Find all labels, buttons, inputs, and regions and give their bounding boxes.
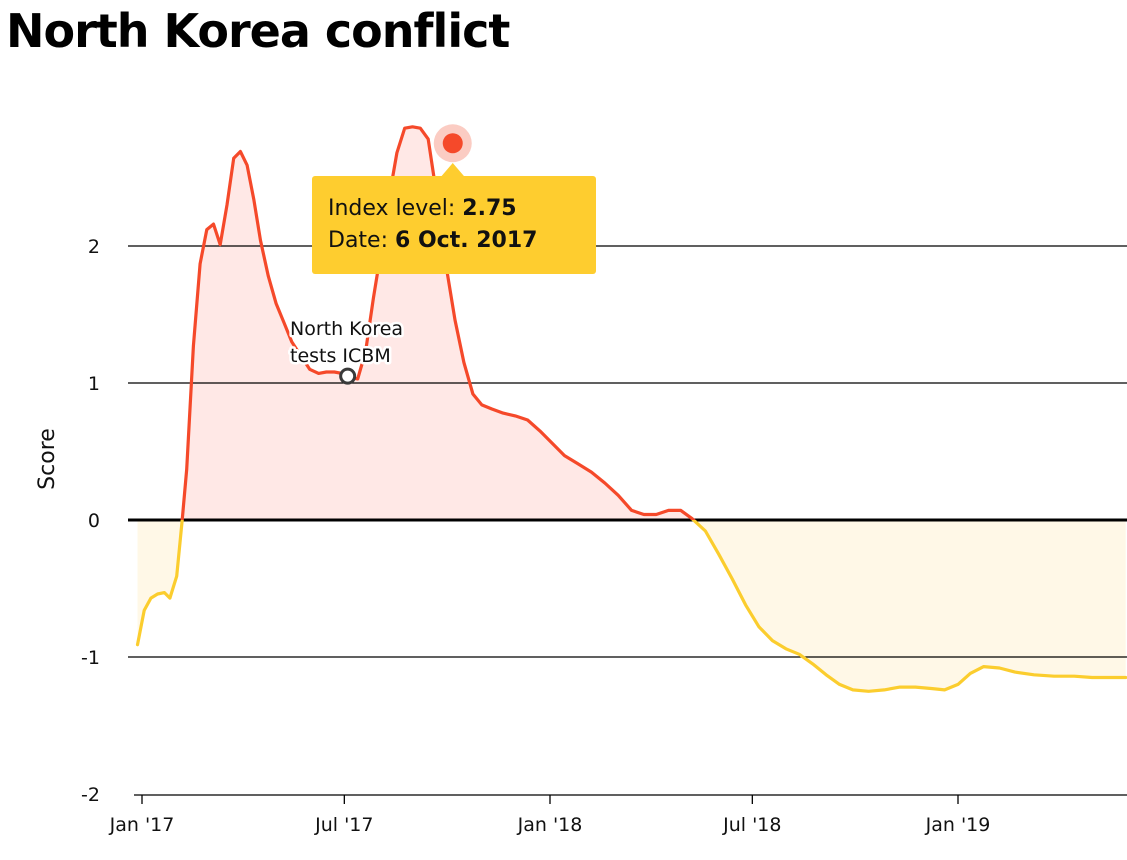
tooltip: Index level: 2.75 Date: 6 Oct. 2017 [312, 176, 596, 274]
y-tick-label: 2 [88, 236, 100, 258]
grid-layer [128, 245, 1127, 658]
x-axis: Jan '17 Jul '17 Jan '18 Jul '18 Jan '19 [109, 794, 1127, 836]
x-tick-label: Jan '18 [517, 814, 583, 836]
tooltip-pointer [440, 163, 465, 177]
positive-series-line [180, 125, 696, 520]
tooltip-index-row: Index level: 2.75 [328, 193, 596, 225]
tooltip-index-value: 2.75 [462, 196, 517, 221]
x-tick-label: Jul '18 [722, 814, 781, 836]
y-tick-label: -2 [81, 784, 100, 806]
tooltip-date-row: Date: 6 Oct. 2017 [328, 225, 596, 257]
y-axis-title: Score [35, 428, 60, 490]
highlight [433, 124, 472, 177]
y-tick-label: 0 [88, 510, 100, 532]
negative-series-line [135, 520, 1127, 693]
annotation-label-line1: North Korea [290, 318, 403, 340]
tooltip-date-value: 6 Oct. 2017 [395, 228, 538, 253]
y-axis: -2 -1 0 1 2 [81, 236, 100, 806]
area-layer [137, 126, 1126, 692]
annotation-marker[interactable] [339, 367, 357, 385]
tooltip-index-label: Index level: [328, 196, 456, 221]
tooltip-date-label: Date: [328, 228, 388, 253]
annotation: North Korea tests ICBM [288, 316, 406, 385]
x-tick-label: Jan '19 [925, 814, 991, 836]
positive-area [137, 126, 1126, 520]
negative-area [137, 520, 1126, 692]
y-tick-label: -1 [81, 647, 100, 669]
x-tick-label: Jul '17 [314, 814, 373, 836]
highlight-point[interactable] [442, 133, 463, 154]
x-tick-label: Jan '17 [109, 814, 175, 836]
chart-title: North Korea conflict [6, 4, 510, 58]
line-layer [135, 125, 1127, 693]
annotation-label-line2: tests ICBM [290, 345, 391, 367]
y-tick-label: 1 [88, 373, 100, 395]
